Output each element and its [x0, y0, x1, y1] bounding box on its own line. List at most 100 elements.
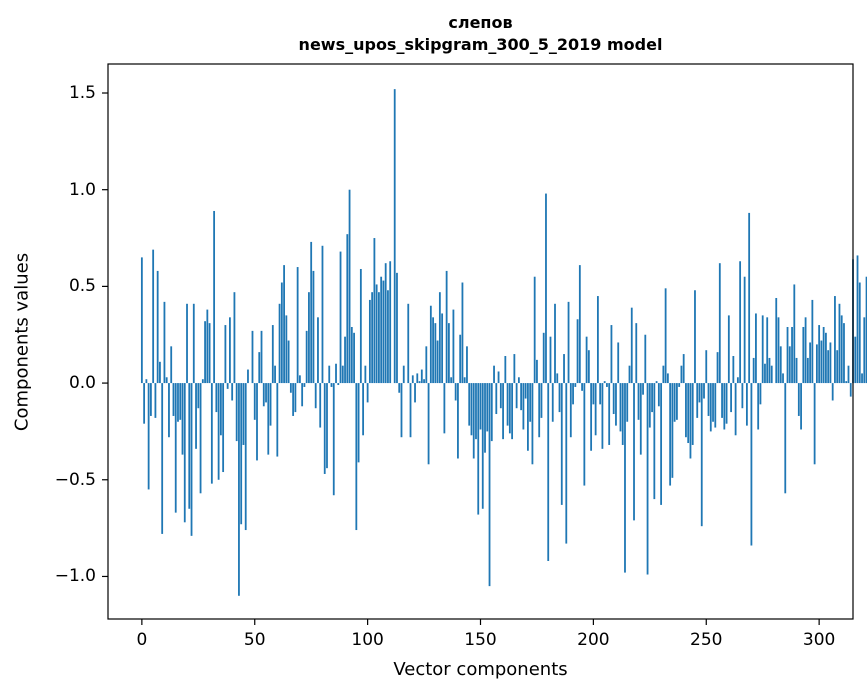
- bar-221: [639, 383, 642, 455]
- chart-title-word: слепов: [448, 13, 513, 32]
- bar-270: [750, 383, 753, 546]
- bar-32: [213, 210, 216, 384]
- bar-304: [827, 350, 830, 384]
- bar-38: [226, 383, 229, 389]
- bar-76: [312, 270, 315, 384]
- bar-94: [353, 332, 355, 384]
- bar-88: [339, 251, 342, 384]
- bar-247: [698, 383, 701, 403]
- bar-293: [802, 326, 805, 384]
- bar-176: [538, 383, 541, 438]
- bar-220: [637, 383, 640, 420]
- bar-169: [522, 383, 525, 430]
- bar-183: [554, 303, 556, 384]
- bar-142: [461, 282, 464, 384]
- bar-115: [400, 383, 403, 438]
- y-tick-label: −1.0: [54, 566, 96, 587]
- bar-235: [671, 383, 674, 478]
- bar-299: [815, 344, 818, 384]
- bar-177: [540, 383, 543, 418]
- bar-230: [660, 383, 663, 505]
- bar-98: [362, 383, 365, 436]
- bar-37: [224, 325, 227, 384]
- bar-22: [190, 383, 193, 536]
- bar-233: [666, 373, 669, 384]
- bar-168: [520, 383, 523, 411]
- bar-120: [411, 375, 414, 384]
- bar-241: [685, 383, 687, 438]
- bar-121: [414, 383, 416, 403]
- bar-288: [791, 326, 793, 384]
- bar-35: [219, 383, 222, 436]
- bar-160: [502, 383, 504, 440]
- bar-199: [590, 383, 593, 451]
- bar-28: [204, 321, 206, 384]
- y-axis-label: Components values: [11, 252, 33, 432]
- bar-123: [418, 381, 421, 384]
- bar-268: [745, 383, 748, 426]
- bar-49: [251, 330, 254, 384]
- bar-57: [269, 383, 272, 426]
- axes-frame: [107, 63, 854, 620]
- bar-226: [651, 383, 653, 413]
- bar-243: [689, 383, 692, 459]
- bar-42: [235, 383, 238, 442]
- bar-295: [806, 357, 809, 384]
- bar-137: [450, 377, 453, 384]
- bar-195: [581, 383, 583, 391]
- bar-254: [714, 383, 717, 428]
- bar-29: [206, 309, 209, 384]
- bar-212: [619, 383, 622, 432]
- bar-277: [766, 317, 769, 384]
- bar-182: [551, 383, 554, 422]
- bar-163: [508, 383, 511, 434]
- bar-223: [644, 334, 647, 384]
- bar-210: [615, 383, 617, 426]
- bar-179: [545, 193, 547, 384]
- bar-145: [468, 383, 471, 426]
- bar-77: [314, 383, 317, 409]
- x-tick-label: 150: [464, 630, 497, 650]
- bar-14: [172, 383, 175, 416]
- bar-198: [587, 350, 590, 384]
- bar-261: [730, 383, 732, 413]
- bar-13: [170, 346, 173, 384]
- bar-78: [317, 317, 319, 384]
- x-tick-label: 50: [243, 630, 266, 650]
- bar-69: [296, 267, 299, 384]
- bar-229: [657, 383, 660, 407]
- bar-89: [341, 365, 344, 384]
- bar-53: [260, 330, 263, 384]
- bar-92: [348, 189, 351, 384]
- bar-256: [718, 263, 721, 384]
- bar-205: [603, 381, 606, 384]
- bar-246: [696, 383, 699, 418]
- bar-150: [479, 383, 482, 430]
- bar-316: [854, 336, 857, 384]
- bar-80: [321, 245, 324, 384]
- bar-75: [310, 241, 313, 384]
- bar-214: [624, 383, 626, 573]
- bar-227: [653, 383, 656, 500]
- bar-118: [407, 303, 410, 384]
- bar-228: [655, 381, 658, 384]
- bar-147: [472, 383, 475, 459]
- bar-317: [856, 255, 859, 384]
- bar-238: [678, 383, 681, 387]
- bar-3: [147, 383, 150, 490]
- bar-279: [770, 365, 773, 384]
- bar-194: [578, 265, 581, 384]
- bar-224: [646, 383, 649, 575]
- bar-128: [429, 305, 432, 384]
- bar-59: [274, 365, 276, 384]
- bar-170: [524, 383, 527, 399]
- bar-272: [755, 313, 757, 384]
- bar-312: [845, 381, 848, 384]
- bar-286: [786, 326, 789, 384]
- ticks-group: [102, 92, 820, 625]
- bar-132: [438, 292, 441, 384]
- bar-189: [567, 301, 570, 384]
- bar-2: [145, 379, 148, 384]
- bar-159: [499, 383, 502, 409]
- bar-192: [574, 383, 577, 387]
